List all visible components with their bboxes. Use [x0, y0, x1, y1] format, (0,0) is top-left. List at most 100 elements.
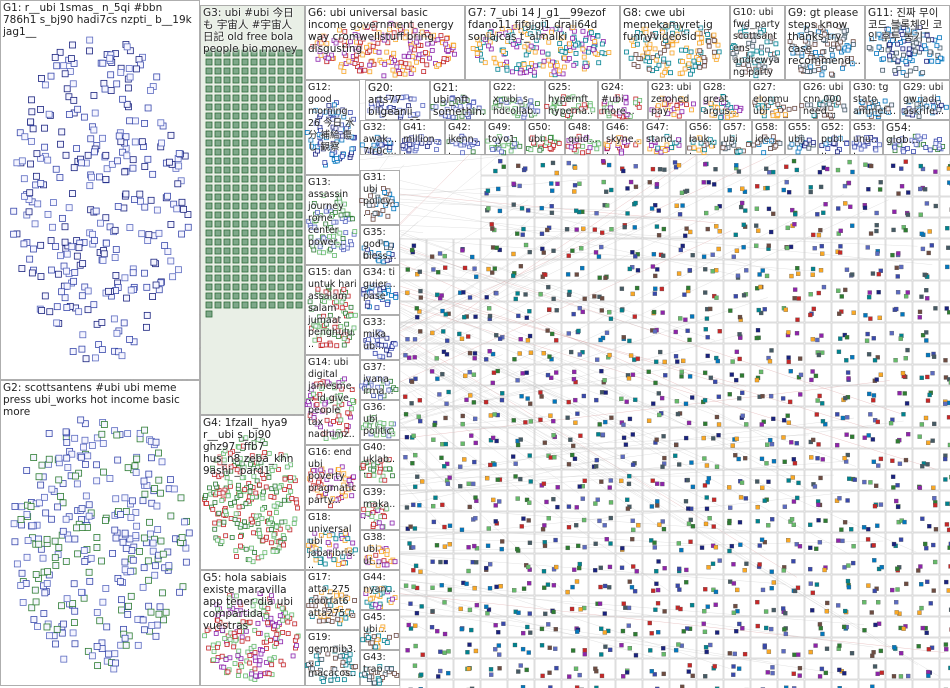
- node: [436, 62, 441, 68]
- cluster-box: [831, 511, 859, 533]
- node: [872, 504, 878, 509]
- node: [836, 288, 841, 293]
- cluster-box: [480, 490, 508, 512]
- node: [273, 510, 279, 515]
- node: [250, 238, 258, 246]
- node: [754, 335, 759, 341]
- node: [121, 274, 129, 282]
- node: [241, 112, 249, 120]
- cluster-box: [939, 595, 950, 617]
- cluster-box: [750, 553, 778, 575]
- node: [474, 546, 480, 551]
- node: [654, 437, 659, 442]
- node: [712, 664, 717, 669]
- node: [926, 250, 931, 256]
- cluster-box: [642, 217, 670, 239]
- node: [63, 282, 71, 290]
- node: [52, 640, 59, 648]
- cluster-box: [534, 343, 562, 365]
- node: [551, 583, 557, 588]
- cluster-box: [750, 490, 778, 512]
- node: [808, 545, 813, 550]
- cluster-box: [534, 448, 562, 470]
- node: [232, 175, 240, 183]
- cluster-box: [696, 658, 724, 680]
- node: [876, 621, 882, 626]
- cluster-box: [534, 217, 562, 239]
- node: [175, 150, 183, 157]
- node: [865, 537, 871, 542]
- cluster-box: [561, 196, 589, 218]
- node: [603, 390, 608, 395]
- cluster-box: [507, 343, 535, 365]
- node: [933, 502, 938, 508]
- node: [716, 394, 722, 399]
- node: [219, 539, 225, 544]
- cluster-box: [453, 406, 481, 428]
- node: [268, 85, 276, 93]
- node: [702, 398, 708, 403]
- cluster-box: [939, 364, 950, 386]
- node: [797, 544, 803, 549]
- node: [241, 292, 249, 300]
- node: [787, 399, 793, 405]
- node: [490, 270, 495, 275]
- node: [795, 317, 800, 322]
- node: [897, 390, 902, 396]
- node: [69, 348, 77, 355]
- cluster-box: [723, 658, 751, 680]
- node: [58, 128, 66, 136]
- cluster-box: [480, 532, 508, 554]
- node: [926, 647, 932, 652]
- node: [769, 569, 774, 574]
- node: [250, 76, 258, 84]
- node: [597, 601, 603, 606]
- node: [628, 353, 634, 358]
- node: [922, 272, 927, 277]
- node: [64, 464, 72, 471]
- node: [636, 523, 641, 528]
- node: [52, 165, 60, 173]
- cluster-box: [777, 385, 805, 407]
- node: [464, 397, 469, 403]
- cluster-box: [858, 217, 886, 239]
- node: [794, 167, 800, 173]
- node: [110, 665, 118, 673]
- cluster-box: [642, 385, 670, 407]
- node: [157, 537, 165, 545]
- node: [26, 255, 34, 263]
- cluster-box: [669, 238, 697, 260]
- node: [764, 461, 769, 466]
- node: [223, 130, 231, 138]
- node: [232, 184, 240, 192]
- node: [608, 541, 613, 546]
- node: [483, 399, 489, 405]
- cluster-box: [696, 490, 724, 512]
- node: [604, 189, 609, 194]
- node: [91, 354, 99, 362]
- node: [95, 341, 103, 348]
- node: [407, 541, 412, 546]
- node: [814, 546, 819, 551]
- node: [420, 58, 425, 64]
- node: [143, 311, 151, 319]
- node: [781, 435, 786, 440]
- cluster-box: [912, 343, 940, 365]
- node: [268, 184, 276, 192]
- node: [891, 485, 896, 490]
- node: [404, 505, 410, 510]
- node: [878, 648, 884, 654]
- node: [273, 489, 279, 495]
- node: [513, 461, 518, 466]
- cluster-box: [642, 490, 670, 512]
- node: [469, 433, 474, 438]
- node: [702, 629, 708, 635]
- node: [809, 377, 814, 383]
- cluster-box: [858, 553, 886, 575]
- node: [105, 287, 112, 295]
- node: [794, 331, 800, 336]
- node: [523, 166, 528, 171]
- node: [786, 359, 791, 365]
- cluster-box: [480, 574, 508, 596]
- node: [242, 523, 248, 529]
